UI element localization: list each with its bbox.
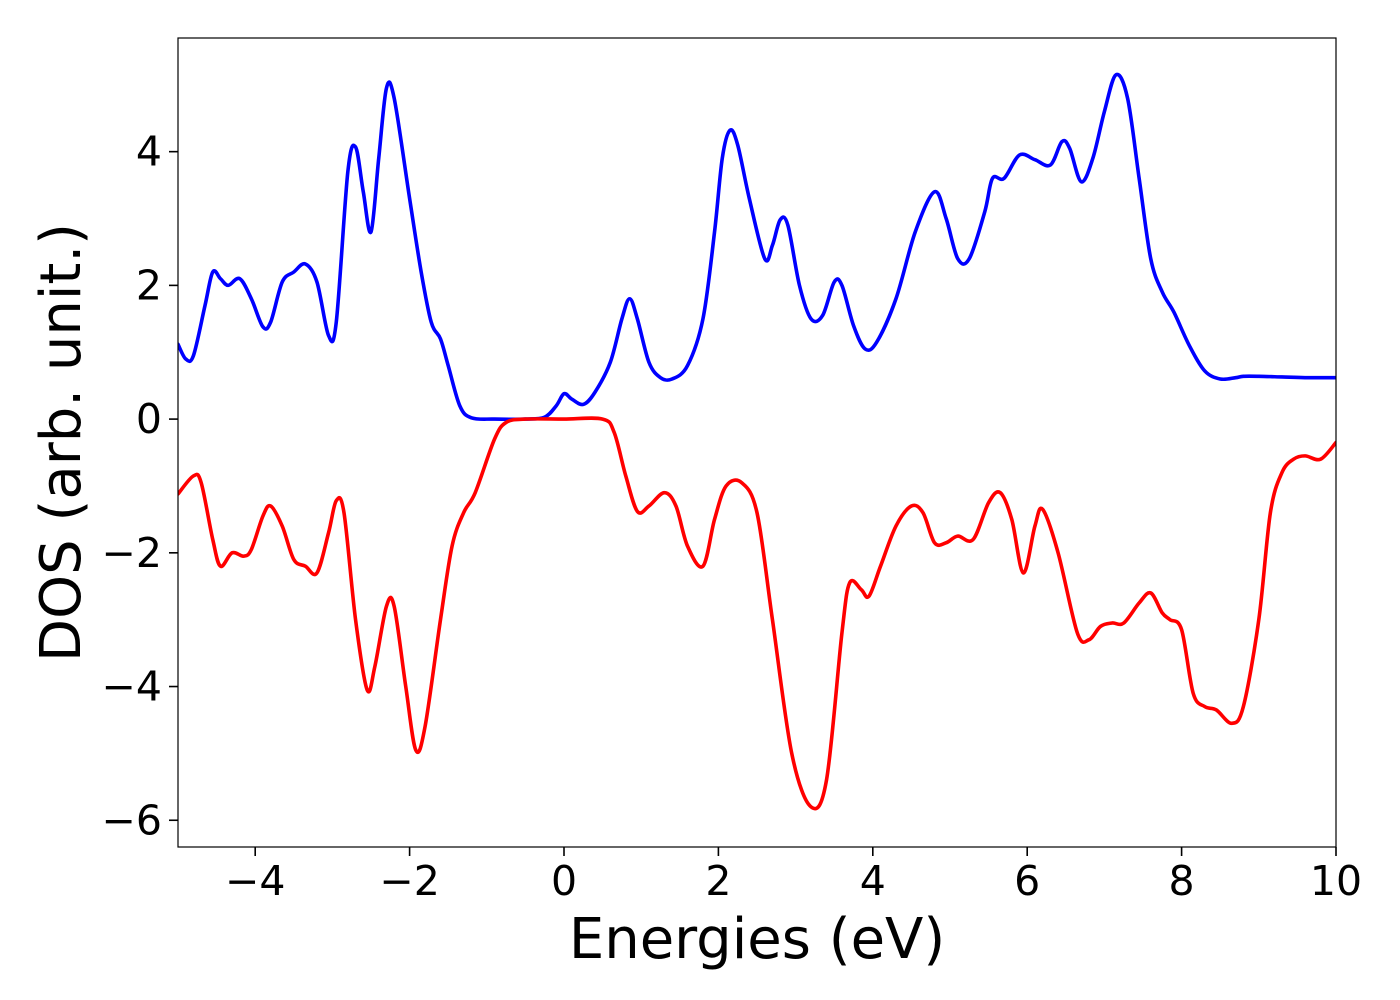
x-tick-label: 2 bbox=[705, 857, 731, 905]
x-tick-label: 10 bbox=[1310, 857, 1362, 905]
x-tick-label: 8 bbox=[1169, 857, 1195, 905]
y-tick-label: 2 bbox=[136, 261, 162, 309]
y-tick-label: 4 bbox=[136, 128, 162, 176]
dos-down-line bbox=[178, 416, 1336, 811]
y-tick-label: −6 bbox=[102, 796, 162, 844]
x-tick-label: 0 bbox=[551, 857, 577, 905]
x-axis: −4 −2 0 2 4 6 8 10 bbox=[225, 847, 1362, 905]
y-axis: −6 −4 −2 0 2 4 bbox=[102, 128, 178, 844]
x-tick-label: −2 bbox=[379, 857, 439, 905]
y-axis-label: DOS (arb. unit.) bbox=[29, 223, 94, 662]
y-tick-label: 0 bbox=[136, 395, 162, 443]
plot-frame bbox=[177, 37, 1337, 848]
y-tick-label: −2 bbox=[102, 529, 162, 577]
dos-up-line bbox=[178, 72, 1336, 422]
x-tick-label: 6 bbox=[1014, 857, 1040, 905]
x-tick-label: −4 bbox=[225, 857, 285, 905]
x-tick-label: 4 bbox=[860, 857, 886, 905]
x-axis-label: Energies (eV) bbox=[569, 907, 945, 972]
y-tick-label: −4 bbox=[102, 663, 162, 711]
plot-area bbox=[178, 72, 1336, 811]
